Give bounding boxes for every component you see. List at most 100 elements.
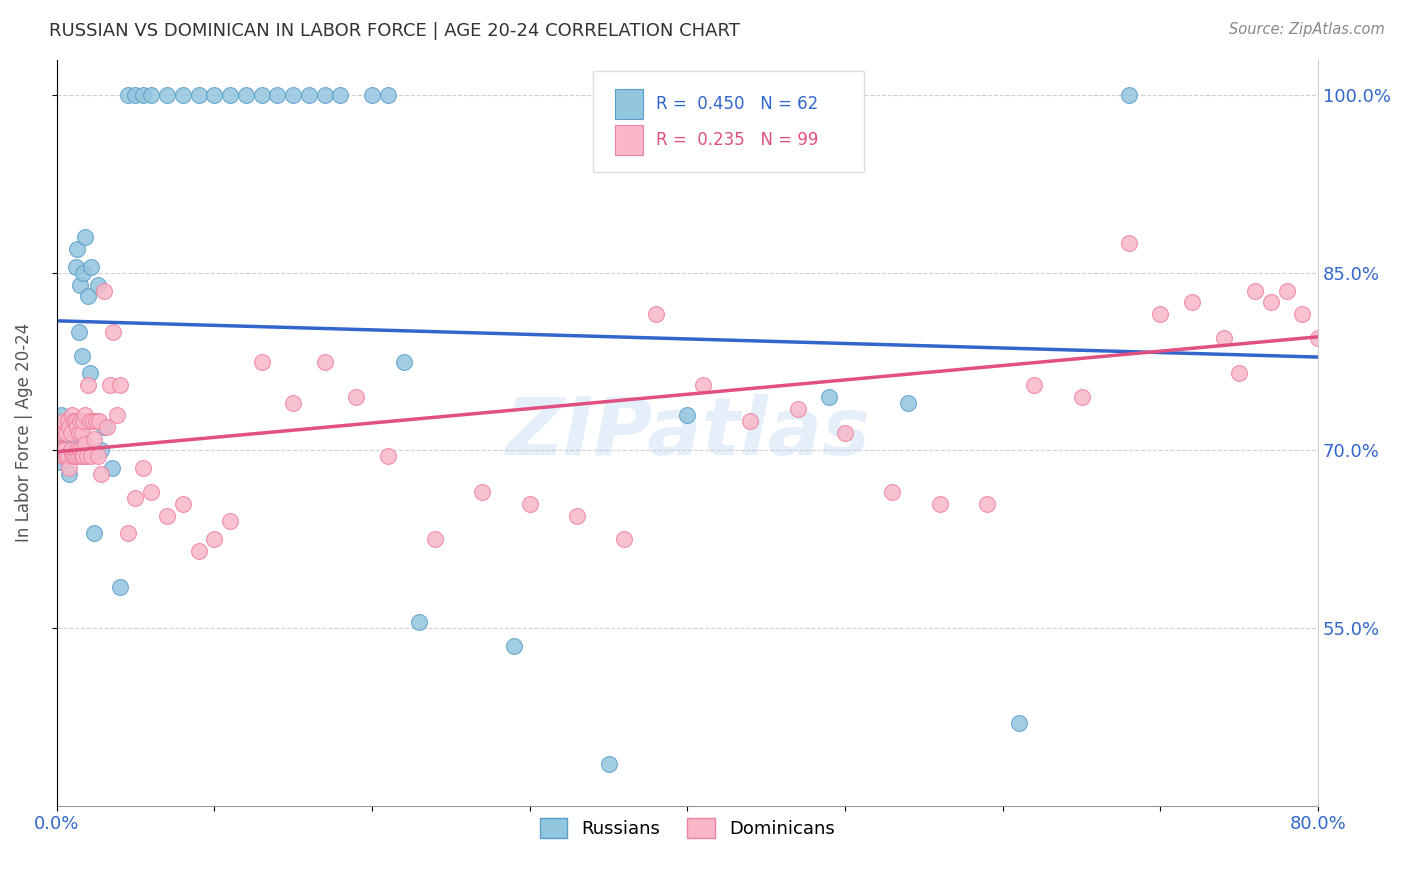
Point	[105, 408, 128, 422]
Y-axis label: In Labor Force | Age 20-24: In Labor Force | Age 20-24	[15, 323, 32, 542]
Point	[471, 484, 494, 499]
Point	[141, 484, 163, 499]
Point	[86, 277, 108, 292]
Point	[1024, 378, 1046, 392]
Point	[503, 639, 526, 653]
Point	[928, 497, 950, 511]
Point	[49, 419, 72, 434]
Point	[55, 425, 77, 440]
Text: Source: ZipAtlas.com: Source: ZipAtlas.com	[1229, 22, 1385, 37]
Point	[613, 533, 636, 547]
Point	[82, 414, 104, 428]
Point	[98, 378, 121, 392]
Point	[103, 325, 125, 339]
Point	[117, 88, 139, 103]
Legend: Russians, Dominicans: Russians, Dominicans	[533, 811, 842, 846]
Point	[219, 88, 242, 103]
Point	[132, 461, 155, 475]
Point	[1369, 284, 1392, 298]
Point	[67, 325, 90, 339]
Point	[58, 419, 80, 434]
Point	[565, 508, 588, 523]
Point	[83, 526, 105, 541]
Point	[740, 414, 762, 428]
Point	[58, 419, 80, 434]
Point	[187, 544, 209, 558]
Point	[89, 414, 111, 428]
Point	[79, 414, 101, 428]
Point	[676, 408, 699, 422]
Point	[361, 88, 384, 103]
Point	[1339, 307, 1361, 321]
Point	[124, 88, 146, 103]
Point	[692, 378, 714, 392]
Point	[51, 408, 73, 422]
Point	[1323, 295, 1346, 310]
Point	[108, 580, 131, 594]
Point	[141, 88, 163, 103]
Point	[250, 354, 273, 368]
Point	[1386, 307, 1406, 321]
Point	[56, 450, 79, 464]
Point	[56, 414, 79, 428]
Point	[51, 443, 73, 458]
Point	[897, 396, 920, 410]
Point	[60, 414, 83, 428]
Point	[1118, 236, 1140, 251]
Point	[1118, 88, 1140, 103]
Point	[882, 484, 904, 499]
Point	[1275, 284, 1298, 298]
Text: ZIPatlas: ZIPatlas	[505, 393, 870, 472]
Point	[46, 425, 69, 440]
Point	[53, 419, 76, 434]
Point	[77, 289, 100, 303]
Point	[976, 497, 998, 511]
Point	[83, 432, 105, 446]
Point	[80, 260, 103, 274]
Point	[235, 88, 257, 103]
Point	[70, 425, 93, 440]
Point	[156, 88, 179, 103]
Point	[1291, 307, 1313, 321]
Point	[65, 260, 87, 274]
Point	[52, 425, 75, 440]
Point	[76, 450, 98, 464]
Point	[72, 414, 94, 428]
Point	[66, 242, 89, 256]
Text: R =  0.450   N = 62: R = 0.450 N = 62	[655, 95, 818, 113]
Point	[392, 354, 415, 368]
Point	[314, 354, 336, 368]
Point	[1007, 715, 1029, 730]
Point	[84, 414, 107, 428]
Point	[52, 425, 75, 440]
Point	[1260, 295, 1282, 310]
Point	[53, 443, 76, 458]
FancyBboxPatch shape	[616, 89, 643, 120]
Point	[266, 88, 288, 103]
Point	[598, 757, 620, 772]
Point	[63, 414, 86, 428]
Point	[156, 508, 179, 523]
Point	[281, 396, 304, 410]
Point	[86, 450, 108, 464]
Point	[66, 443, 89, 458]
Point	[63, 450, 86, 464]
Point	[314, 88, 336, 103]
Point	[58, 461, 80, 475]
Point	[90, 443, 112, 458]
Point	[644, 307, 666, 321]
Point	[72, 450, 94, 464]
Point	[72, 266, 94, 280]
Point	[53, 450, 76, 464]
Point	[96, 419, 118, 434]
Point	[67, 450, 90, 464]
Text: R =  0.235   N = 99: R = 0.235 N = 99	[655, 131, 818, 149]
Point	[1354, 307, 1376, 321]
Point	[786, 401, 808, 416]
Point	[187, 88, 209, 103]
Point	[65, 450, 87, 464]
Point	[46, 414, 69, 428]
Point	[60, 450, 83, 464]
Point	[1070, 390, 1092, 404]
Point	[202, 533, 225, 547]
